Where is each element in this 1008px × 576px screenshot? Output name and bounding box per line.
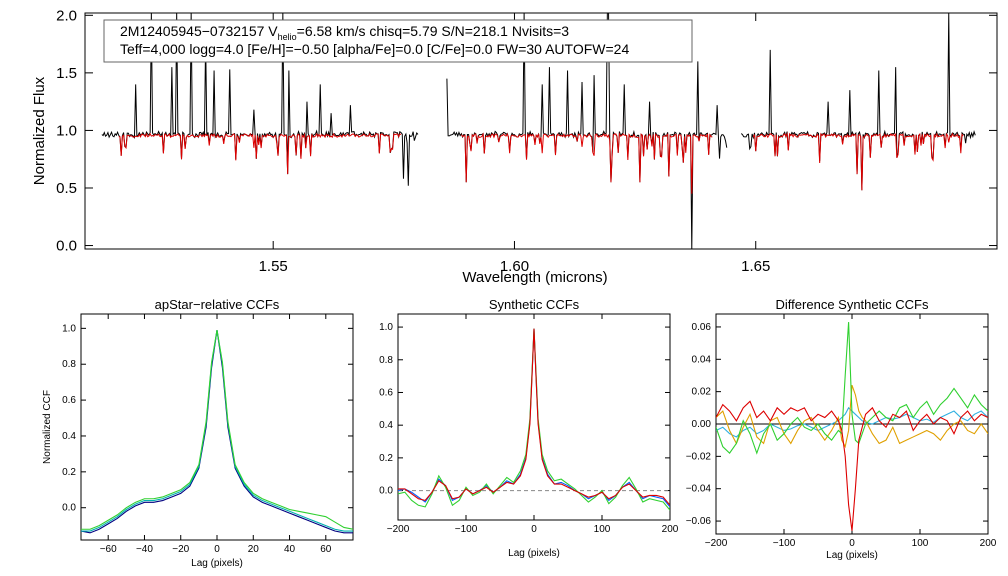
y-tick-label: 0.06 [692, 322, 712, 333]
y-tick-label: 0.4 [62, 431, 76, 442]
spectrum-panel: 1.55 1.60 1.65 0.0 0.5 1.0 1.5 2.0 Normalized F… [31, 7, 998, 286]
y-tick-label: 2.0 [56, 7, 77, 24]
spectrum-axes-frame [84, 12, 998, 250]
apstar-ccf-y-axis-label: Normalized CCF [42, 390, 53, 464]
x-tick-label: 200 [662, 524, 679, 535]
observed-spectrum-line [740, 13, 976, 191]
header-line-1-values: =6.58 km/s chisq=5.79 S/N=218.1 Nvisits=… [297, 23, 570, 39]
x-tick-label: 100 [594, 524, 611, 535]
spectrum-plot-area: 1.55 1.60 1.65 0.0 0.5 1.0 1.5 2.0 [56, 7, 997, 275]
x-tick-label: 0 [531, 524, 537, 535]
x-tick-label: −200 [705, 538, 728, 549]
apstar-ccf-x-axis-label: Lag (pixels) [191, 558, 243, 569]
x-tick-label: 100 [912, 538, 929, 549]
model-spectrum-line [752, 131, 964, 191]
y-tick-label: 0.04 [692, 354, 712, 365]
spectrum-x-axis-label: Wavelength (microns) [462, 269, 607, 286]
y-tick-label: 0.00 [692, 419, 712, 430]
x-tick-label: 20 [248, 544, 260, 555]
difference-ccf-x-axis-label: Lag (pixels) [826, 550, 878, 561]
y-tick-label: −0.06 [686, 516, 712, 527]
header-line-2: Teff=4,000 logg=4.0 [Fe/H]=−0.50 [alpha/… [120, 41, 629, 57]
apstar-ccf-plot-area: −60 −40 −20 0 20 40 60 0.0 0.2 0.4 0.6 0.8 1.0 [62, 314, 353, 555]
x-tick-label: −40 [136, 544, 153, 555]
difference-ccf-series [716, 322, 988, 455]
y-tick-label: 1.0 [56, 122, 77, 139]
y-tick-label: 0.4 [379, 420, 393, 431]
observed-spectrum-line [101, 13, 419, 186]
y-tick-label: 0.0 [379, 486, 393, 497]
x-tick-label: 40 [284, 544, 296, 555]
x-tick-label: 200 [980, 538, 997, 549]
x-tick-label: 0 [849, 538, 855, 549]
synthetic-ccf-title: Synthetic CCFs [489, 297, 580, 312]
apstar-ccf-panel: −60 −40 −20 0 20 40 60 0.0 0.2 0.4 0.6 0.8 1.0 apSta… [42, 297, 354, 569]
y-tick-label: 0.8 [62, 359, 76, 370]
x-tick-label: −20 [172, 544, 189, 555]
apstar-ccf-series [81, 330, 353, 534]
synthetic-ccf-series [398, 328, 670, 506]
header-line-1-object: 2M12405945−0732157 V [120, 23, 278, 39]
x-tick-label: −60 [100, 544, 117, 555]
difference-ccf-plot-area: −200 −100 0 100 200 −0.06 −0.04 −0.02 0.00 0.02 0.… [686, 314, 997, 549]
apstar-ccf-series [81, 330, 353, 530]
model-spectrum-line [118, 132, 402, 175]
synthetic-ccf-axes-frame [397, 313, 671, 521]
y-tick-label: 0.0 [56, 238, 77, 255]
spectrum-y-axis-label: Normalized Flux [31, 76, 48, 185]
difference-ccf-title: Difference Synthetic CCFs [776, 297, 929, 312]
difference-ccf-series [716, 384, 988, 449]
apstar-ccf-axes-frame [80, 313, 354, 541]
header-info-box [103, 19, 693, 63]
apstar-ccf-series [81, 330, 353, 532]
y-tick-label: 0.2 [379, 453, 393, 464]
x-tick-label: −100 [773, 538, 796, 549]
y-tick-label: 1.5 [56, 65, 77, 82]
x-tick-label: 60 [320, 544, 332, 555]
y-tick-label: 0.6 [62, 395, 76, 406]
difference-ccf-panel: −200 −100 0 100 200 −0.06 −0.04 −0.02 0.00 0.02 0.… [686, 297, 997, 561]
y-tick-label: 0.6 [379, 387, 393, 398]
x-tick-label: 1.65 [741, 258, 770, 275]
x-tick-label: −100 [455, 524, 478, 535]
y-tick-label: 0.5 [56, 180, 77, 197]
y-tick-label: 1.0 [62, 323, 76, 334]
y-tick-label: −0.04 [686, 484, 712, 495]
synthetic-ccf-plot-area: −200 −100 0 100 200 0.0 0.2 0.4 0.6 0.8 1.0 [379, 314, 679, 535]
x-tick-label: −200 [387, 524, 410, 535]
difference-ccf-series [716, 400, 988, 531]
header-line-1: 2M12405945−0732157 Vhelio=6.58 km/s chis… [120, 23, 569, 42]
y-tick-label: 1.0 [379, 322, 393, 333]
apstar-ccf-title: apStar−relative CCFs [155, 297, 280, 312]
synthetic-ccf-x-axis-label: Lag (pixels) [508, 548, 560, 559]
y-tick-label: 0.0 [62, 503, 76, 514]
y-tick-label: −0.02 [686, 451, 712, 462]
header-line-1-subscript: helio [278, 32, 297, 42]
synthetic-ccf-panel: −200 −100 0 100 200 0.0 0.2 0.4 0.6 0.8 1.0 Synthe… [379, 297, 679, 559]
x-tick-label: 0 [214, 544, 220, 555]
x-tick-label: 1.60 [500, 258, 529, 275]
model-spectrum-line [460, 132, 713, 194]
y-tick-label: 0.02 [692, 387, 712, 398]
x-tick-label: 1.55 [259, 258, 288, 275]
y-tick-label: 0.8 [379, 355, 393, 366]
y-tick-label: 0.2 [62, 467, 76, 478]
